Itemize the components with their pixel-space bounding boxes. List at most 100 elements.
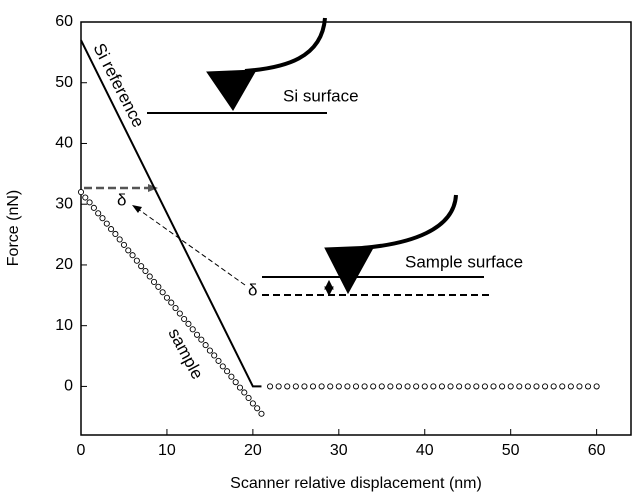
y-axis-label: Force (nN) (5, 190, 22, 266)
data-point (301, 383, 308, 390)
series-line (80, 39, 262, 388)
x-tick-label: 40 (416, 442, 434, 459)
data-point (236, 384, 244, 391)
x-tick-label: 60 (588, 442, 606, 459)
annotation: Sample surface (405, 252, 523, 271)
data-point (344, 383, 351, 390)
data-point (254, 405, 261, 412)
data-point (284, 383, 291, 390)
sample-tip (324, 245, 375, 295)
data-point (228, 373, 235, 380)
y-tick-label: 20 (55, 256, 73, 273)
data-point (150, 278, 158, 285)
data-point (82, 194, 89, 201)
annotation: sample (165, 325, 208, 382)
data-point (138, 263, 145, 270)
data-point (206, 347, 213, 354)
data-point (172, 305, 179, 312)
x-tick-label: 30 (330, 442, 348, 459)
sample-cantilever (361, 194, 458, 250)
star (324, 286, 334, 297)
si-cantilever (244, 17, 327, 73)
x-axis-label: Scanner relative displacement (nm) (230, 475, 482, 492)
data-point (95, 210, 102, 217)
data-point (189, 326, 196, 333)
data-point (142, 267, 149, 275)
data-point (335, 383, 342, 390)
data-point (232, 379, 239, 386)
data-point (430, 383, 437, 390)
data-point (438, 383, 445, 390)
data-point (86, 199, 93, 206)
data-point (112, 230, 119, 238)
data-point (395, 383, 403, 390)
data-point (361, 383, 368, 390)
data-point (481, 383, 488, 390)
data-point (533, 383, 540, 390)
data-point (352, 383, 360, 390)
data-point (116, 236, 123, 243)
y-tick-label: 40 (55, 135, 73, 152)
data-point (524, 383, 531, 390)
dashed-pointer (137, 208, 246, 286)
data-point (516, 383, 523, 390)
data-point (267, 383, 274, 390)
data-point (499, 383, 506, 390)
data-point (378, 383, 385, 390)
data-point (249, 400, 256, 407)
y-tick-label: 50 (55, 74, 73, 91)
data-point (198, 336, 205, 343)
si-tip (206, 69, 257, 111)
data-point (202, 342, 209, 349)
data-point (318, 383, 325, 390)
data-point (99, 215, 106, 222)
data-point (163, 294, 170, 301)
illustration (84, 17, 489, 297)
x-tick-label: 50 (502, 442, 520, 459)
data-point (421, 383, 428, 390)
data-point (413, 383, 420, 390)
data-point (593, 383, 600, 390)
data-point (146, 273, 153, 280)
data-point (181, 315, 188, 323)
data-point (507, 383, 514, 390)
data-point (309, 383, 317, 390)
data-point (108, 226, 115, 233)
data-point (370, 383, 377, 390)
data-point (584, 383, 592, 390)
data-point (473, 383, 480, 390)
data-point (159, 289, 166, 296)
x-tick-label: 0 (77, 442, 86, 459)
data-point (193, 331, 201, 338)
y-tick-label: 60 (55, 13, 73, 30)
data-point (185, 320, 192, 327)
x-tick-label: 10 (158, 442, 176, 459)
data-point (224, 368, 231, 375)
data-point (168, 299, 175, 306)
data-point (567, 383, 574, 390)
data-point (133, 257, 140, 264)
data-point (215, 357, 222, 364)
data-point (90, 204, 97, 211)
data-point (550, 383, 557, 390)
data-point (258, 410, 265, 417)
y-tick-label: 0 (64, 378, 73, 395)
y-tick-label: 30 (55, 195, 73, 212)
data-point (387, 383, 394, 390)
data-point (103, 220, 110, 227)
data-point (447, 383, 454, 390)
data-point (155, 283, 162, 290)
data-point (219, 363, 226, 370)
data-point (327, 383, 334, 390)
data-point (542, 383, 549, 390)
data-point (275, 383, 282, 390)
arrow-head (132, 205, 142, 213)
data-point (456, 383, 463, 390)
arrow-head (148, 184, 158, 192)
data-point (245, 394, 252, 402)
plot-frame (80, 21, 632, 436)
data-point (490, 383, 497, 390)
data-point (77, 189, 85, 196)
